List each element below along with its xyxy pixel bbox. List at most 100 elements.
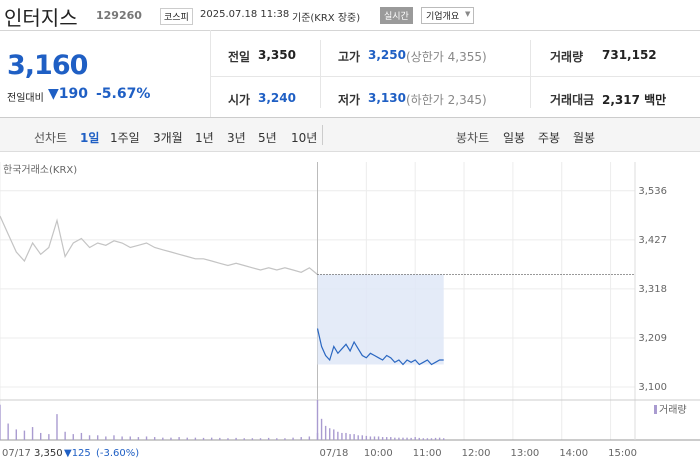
chart: 한국거래소(KRX) 3,536 3,427 3,318 3,209 3,100 07/1… bbox=[0, 162, 700, 459]
volume-bar bbox=[341, 432, 343, 440]
volume-bar bbox=[0, 404, 1, 440]
y-tick-label: 3,536 bbox=[638, 186, 667, 197]
stat-label: 시가 bbox=[228, 93, 251, 107]
x-tick-label: 07/18 bbox=[320, 448, 349, 459]
change-label: 전일대비 bbox=[7, 93, 44, 104]
stat-label: 고가 bbox=[338, 50, 361, 64]
volume-bar bbox=[320, 418, 323, 440]
divider bbox=[320, 40, 321, 108]
stat-label: 전일 bbox=[228, 50, 251, 64]
volume-bar bbox=[48, 434, 50, 440]
volume-bar bbox=[365, 435, 368, 440]
volume-bar bbox=[210, 437, 213, 440]
volume-bar bbox=[333, 429, 335, 440]
volume-bar bbox=[105, 436, 107, 440]
tab[interactable]: 주봉 bbox=[538, 131, 561, 145]
tab-label: 선차트 bbox=[34, 131, 68, 145]
source: 한국거래소(KRX) bbox=[3, 164, 77, 176]
volume-bar bbox=[345, 432, 347, 440]
stat-extra: (하한가 2,345) bbox=[406, 93, 487, 107]
volume-bar bbox=[145, 436, 148, 440]
volume-bar bbox=[31, 427, 34, 440]
volume-bar bbox=[170, 437, 172, 440]
volume-bar bbox=[357, 435, 359, 440]
stat-extra: (상한가 4,355) bbox=[406, 50, 487, 64]
divider bbox=[210, 30, 211, 117]
volume-bar bbox=[381, 437, 384, 440]
volume-bar bbox=[276, 438, 278, 440]
volume-bar bbox=[194, 437, 197, 440]
rate: -5.67% bbox=[96, 86, 151, 102]
volume-bar bbox=[349, 434, 351, 440]
tab[interactable]: 5년 bbox=[258, 131, 277, 145]
volume-bar bbox=[64, 431, 66, 440]
volume-bar bbox=[284, 438, 286, 440]
x-tick-label: 15:00 bbox=[608, 448, 637, 459]
volume-bar bbox=[430, 438, 433, 440]
volume-bar bbox=[300, 437, 302, 440]
volume-bar bbox=[227, 438, 229, 440]
x-tick-label: 13:00 bbox=[510, 448, 539, 459]
volume-bar bbox=[129, 436, 131, 440]
volume-bar bbox=[434, 437, 437, 440]
tab[interactable]: 일봉 bbox=[503, 131, 526, 145]
company-button[interactable]: 기업개요 bbox=[421, 7, 475, 24]
x-tick-label: 11:00 bbox=[413, 448, 442, 459]
range-box bbox=[317, 274, 444, 365]
stat-value: 2,317 백만 bbox=[602, 93, 667, 107]
basis: 기준(KRX 장중) bbox=[292, 13, 361, 24]
stat-value: 3,240 bbox=[258, 91, 296, 105]
tab[interactable]: 3개월 bbox=[153, 131, 183, 145]
volume-bar bbox=[438, 437, 441, 440]
x-tick-label: 14:00 bbox=[559, 448, 588, 459]
volume-bar bbox=[402, 437, 404, 440]
volume-bar bbox=[80, 432, 83, 440]
y-tick-label: 3,100 bbox=[638, 382, 667, 393]
volume-bar bbox=[162, 437, 164, 440]
tab[interactable]: 1일 bbox=[80, 131, 100, 145]
footnote-close: 3,350 bbox=[34, 448, 63, 459]
volume-bar bbox=[398, 437, 400, 440]
legend-swatch bbox=[654, 405, 657, 414]
y-tick-label: 3,427 bbox=[638, 235, 667, 246]
tab[interactable]: 3년 bbox=[227, 131, 246, 145]
volume-bar bbox=[414, 437, 416, 440]
volume-bar bbox=[361, 435, 363, 440]
tab[interactable]: 10년 bbox=[291, 131, 318, 145]
volume-bar bbox=[406, 437, 408, 440]
footnote-rate: (-3.60%) bbox=[96, 448, 139, 459]
volume-bar bbox=[72, 434, 74, 440]
tab[interactable]: 월봉 bbox=[573, 131, 596, 145]
volume-bar bbox=[219, 437, 221, 440]
volume-bar bbox=[394, 437, 396, 440]
volume-bar bbox=[88, 435, 91, 440]
volume-bar bbox=[390, 437, 392, 440]
volume-bar bbox=[137, 437, 140, 440]
volume-bar bbox=[56, 414, 58, 440]
volume-bar bbox=[369, 436, 372, 440]
realtime-badge: 실시간 bbox=[380, 7, 413, 24]
volume-bar bbox=[235, 437, 237, 440]
volume-bar bbox=[329, 428, 331, 440]
stat-value: 3,130 bbox=[368, 91, 406, 105]
stock-code: 129260 bbox=[96, 9, 142, 22]
price-line bbox=[0, 215, 318, 275]
tab[interactable]: 1주일 bbox=[110, 131, 140, 145]
volume-bar bbox=[324, 425, 327, 440]
stat-label: 거래량 bbox=[550, 50, 584, 64]
footnote-change: ▼125 bbox=[64, 448, 91, 459]
stat-value: 3,250 bbox=[368, 48, 406, 62]
volume-bar bbox=[373, 436, 376, 440]
volume-bar bbox=[178, 437, 180, 440]
tab[interactable]: 1년 bbox=[195, 131, 214, 145]
stat-label: 저가 bbox=[338, 93, 361, 107]
volume-bar bbox=[385, 437, 388, 440]
volume-bar bbox=[23, 430, 26, 440]
x-tick-label: 07/17 bbox=[2, 448, 31, 459]
volume-bar bbox=[251, 438, 254, 440]
volume-bar bbox=[442, 438, 445, 440]
volume-bar bbox=[337, 431, 339, 440]
dropdown-icon: ▼ bbox=[465, 10, 471, 18]
volume-bar bbox=[410, 437, 412, 440]
